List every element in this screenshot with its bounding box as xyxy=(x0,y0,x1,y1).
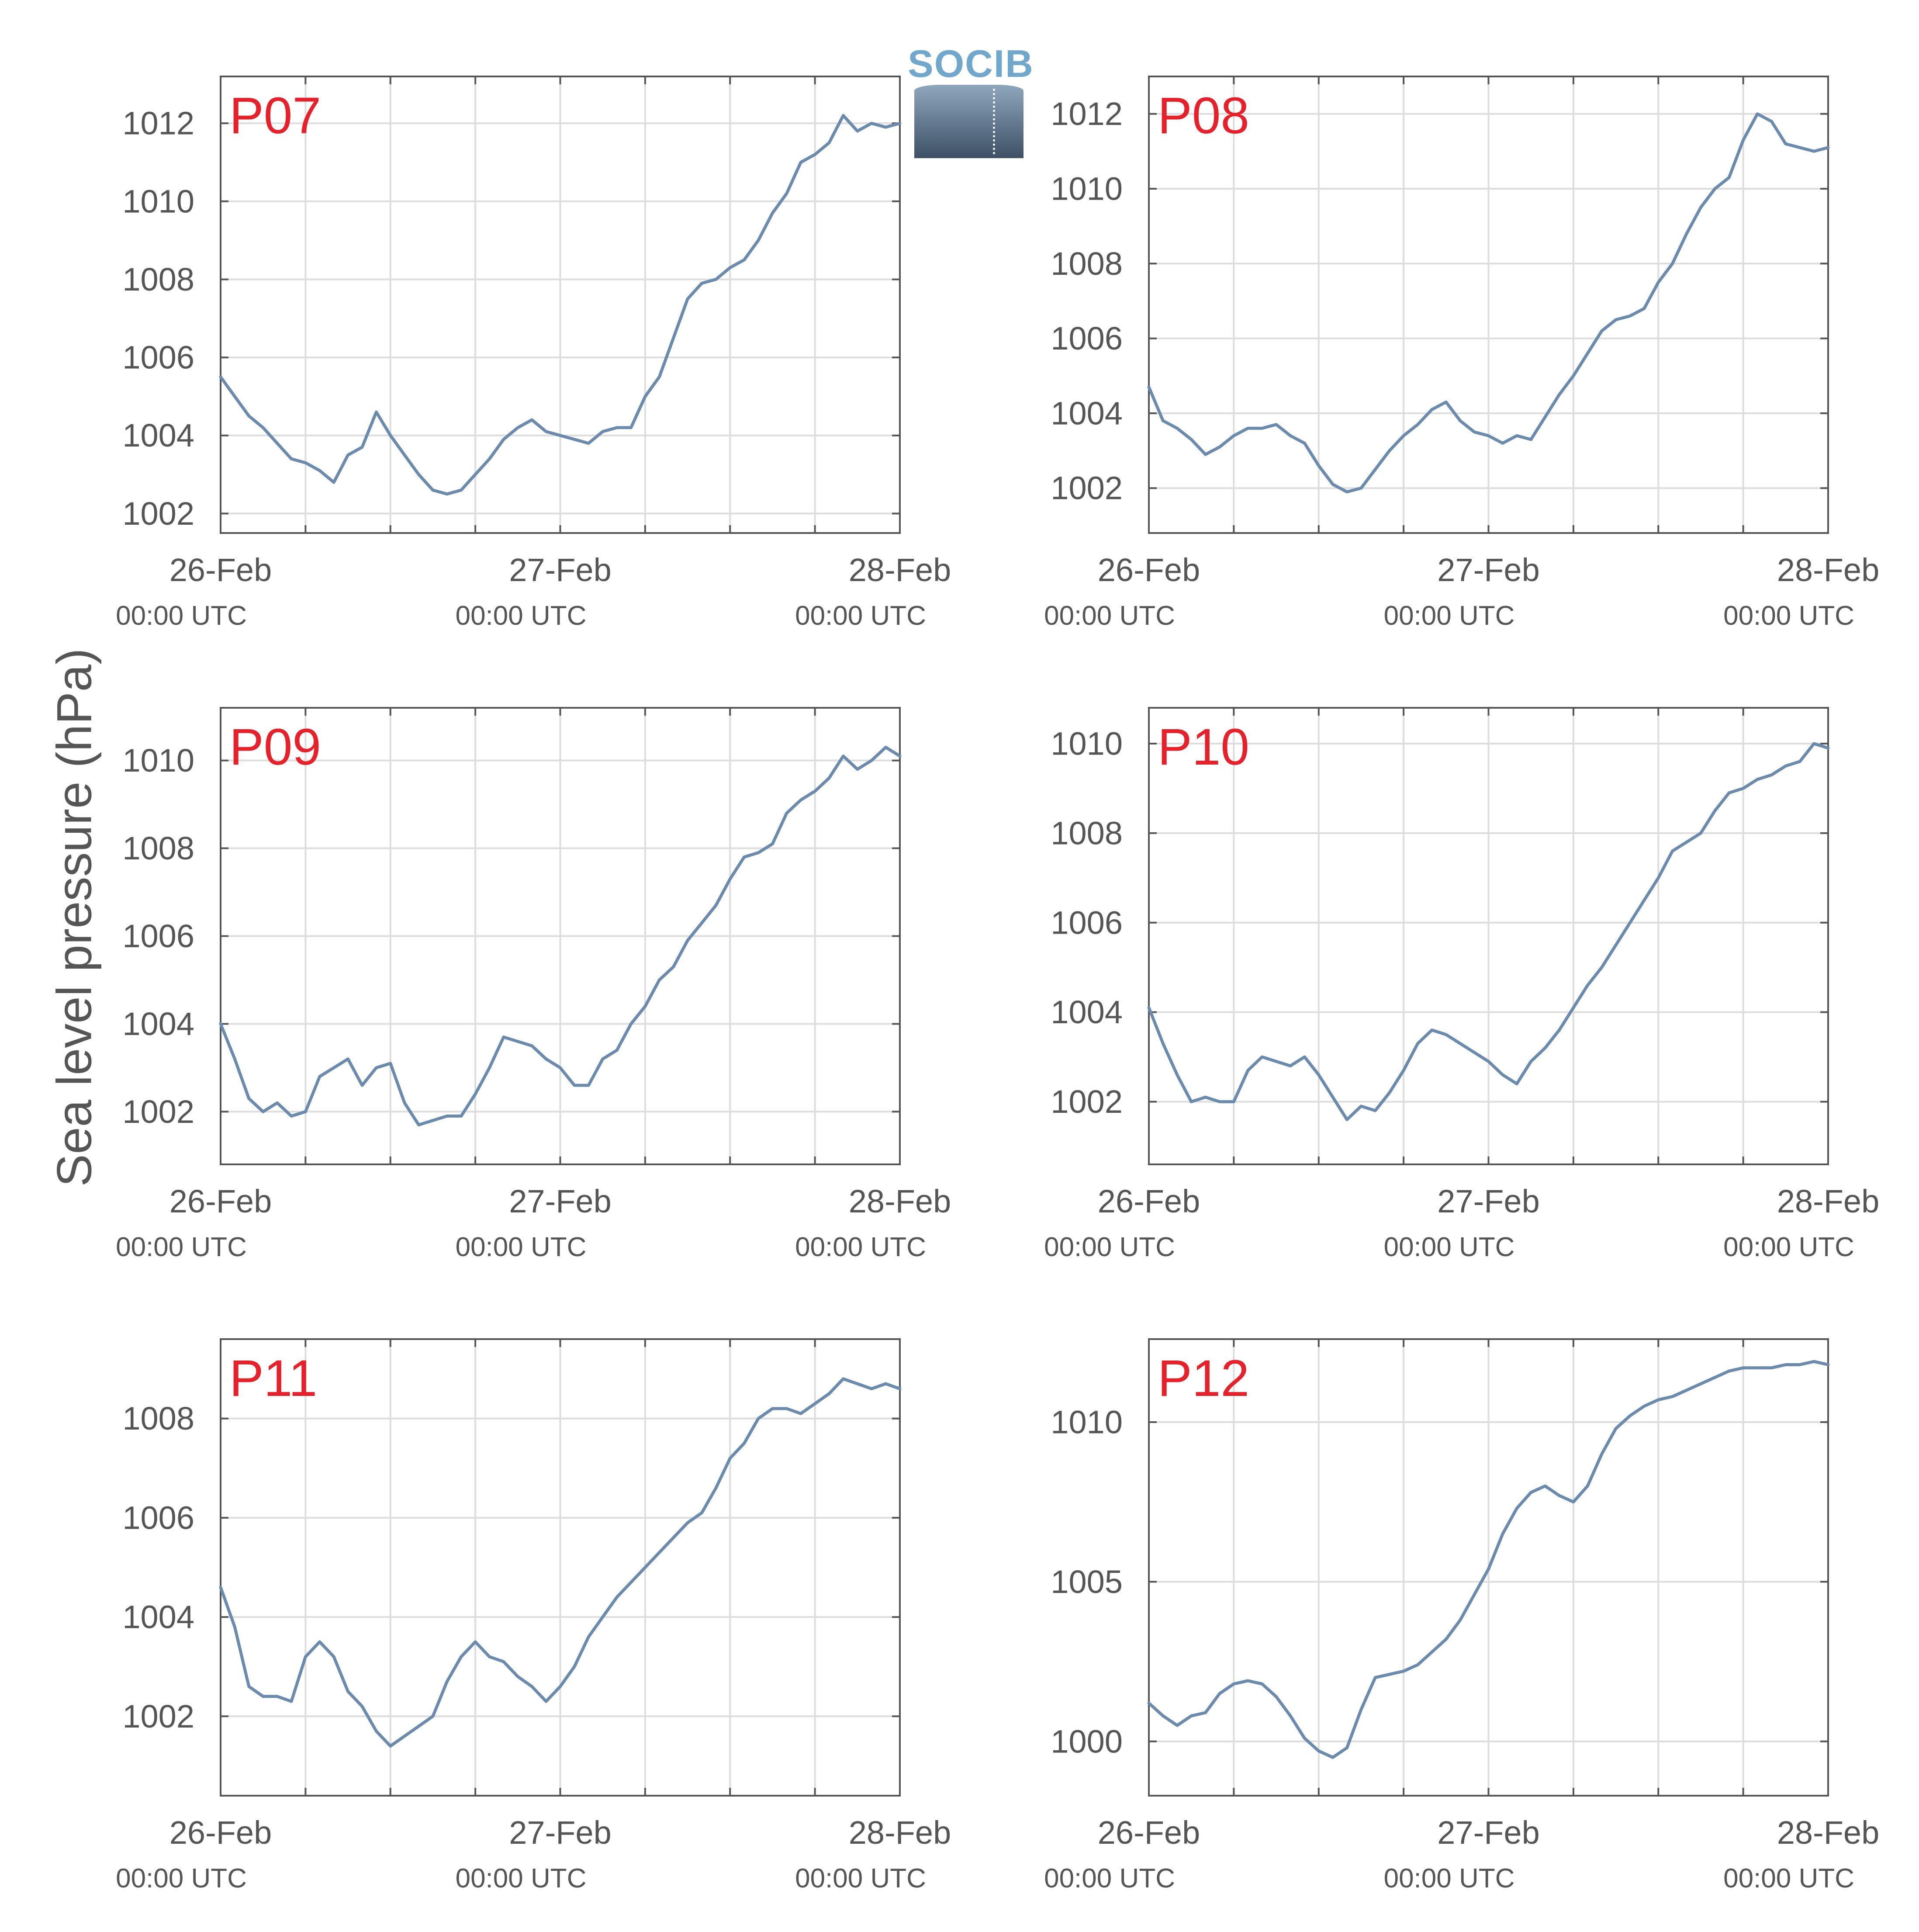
y-tick-label: 1008 xyxy=(122,261,194,298)
y-tick-label: 1004 xyxy=(1051,395,1123,431)
station-label: P10 xyxy=(1158,718,1249,776)
logo-dash xyxy=(993,89,995,154)
x-tick-label-date: 28-Feb xyxy=(849,552,951,588)
y-axis-label: Sea level pressure (hPa) xyxy=(47,648,102,1187)
panel-p11: 1002 1004 1006 1008 P11 26-Feb 00:00 UTC 27-Feb… xyxy=(116,1338,951,1894)
station-label: P09 xyxy=(229,718,321,776)
y-tick-label: 1002 xyxy=(1051,1084,1123,1120)
x-tick-label-date: 26-Feb xyxy=(1098,1814,1200,1851)
panel-p10: 1002 1004 1006 1008 1010 P10 26-Feb 00:00 UTC 27… xyxy=(1044,707,1879,1262)
station-label: P07 xyxy=(229,87,321,145)
x-tick-label-date: 26-Feb xyxy=(1098,1183,1200,1219)
y-tick-label: 1010 xyxy=(122,183,194,219)
station-label: P12 xyxy=(1158,1350,1249,1407)
plot-frame xyxy=(220,1338,901,1797)
panel-p12: 1000 1005 1010 P12 26-Feb 00:00 UTC 27-Feb 00:0… xyxy=(1044,1338,1879,1894)
station-label: P11 xyxy=(229,1350,317,1407)
x-tick-label-date: 26-Feb xyxy=(169,552,272,588)
y-tick-label: 1010 xyxy=(1051,170,1123,207)
y-tick-label: 1008 xyxy=(1051,815,1123,851)
x-tick-label-time: 00:00 UTC xyxy=(1723,1863,1854,1894)
x-tick-label-time: 00:00 UTC xyxy=(456,1232,587,1262)
pressure-series-line xyxy=(1147,742,1830,1121)
logo-text: SOCIB xyxy=(908,42,1034,85)
x-tick-label-time: 00:00 UTC xyxy=(116,1863,247,1894)
panel-p09: 1002 1004 1006 1008 1010 P09 26-Feb 00:00 UTC 27… xyxy=(116,707,951,1262)
station-label: P08 xyxy=(1158,87,1249,145)
panel-p08: 1002 1004 1006 1008 1010 1012 P08 26-Feb 00:00 U… xyxy=(1044,76,1879,631)
x-tick-label-time: 00:00 UTC xyxy=(1384,1232,1515,1262)
y-tick-label: 1010 xyxy=(1051,1404,1123,1440)
x-tick-label-time: 00:00 UTC xyxy=(795,1863,926,1894)
y-tick-label: 1006 xyxy=(122,339,194,376)
x-tick-label-date: 28-Feb xyxy=(1777,552,1879,588)
x-tick-label-date: 27-Feb xyxy=(1437,552,1539,588)
pressure-series-line xyxy=(1147,112,1830,494)
y-axis-label-container: Sea level pressure (hPa) xyxy=(9,524,122,1311)
x-tick-label-time: 00:00 UTC xyxy=(1384,601,1515,631)
x-tick-label-date: 26-Feb xyxy=(1098,552,1200,588)
x-tick-label-time: 00:00 UTC xyxy=(116,1232,247,1262)
y-tick-label: 1002 xyxy=(122,1698,194,1735)
x-tick-label-time: 00:00 UTC xyxy=(456,1863,587,1894)
y-tick-label: 1006 xyxy=(122,918,194,954)
panel-p07: 1002 1004 1006 1008 1010 1012 P07 26-Feb 00:00 U… xyxy=(116,76,951,631)
x-tick-label-date: 28-Feb xyxy=(849,1183,951,1219)
y-tick-label: 1004 xyxy=(1051,994,1123,1030)
socib-logo: SOCIB xyxy=(908,42,1034,161)
y-tick-label: 1006 xyxy=(122,1499,194,1536)
y-tick-label: 1004 xyxy=(122,417,194,454)
pressure-series-line xyxy=(219,114,902,496)
x-tick-label-date: 28-Feb xyxy=(1777,1814,1879,1851)
y-tick-label: 1010 xyxy=(122,742,194,779)
y-tick-label: 1012 xyxy=(122,105,194,142)
plot-frame xyxy=(220,76,901,534)
x-tick-label-date: 27-Feb xyxy=(509,552,611,588)
y-tick-label: 1005 xyxy=(1051,1564,1123,1600)
y-tick-label: 1008 xyxy=(122,830,194,866)
x-tick-label-date: 28-Feb xyxy=(849,1814,951,1851)
x-tick-label-time: 00:00 UTC xyxy=(1384,1863,1515,1894)
y-tick-label: 1008 xyxy=(122,1400,194,1437)
y-tick-label: 1002 xyxy=(1051,470,1123,506)
x-tick-label-time: 00:00 UTC xyxy=(1044,1863,1175,1894)
y-tick-label: 1004 xyxy=(122,1599,194,1635)
y-tick-label: 1010 xyxy=(1051,725,1123,762)
y-tick-label: 1004 xyxy=(122,1006,194,1042)
x-tick-label-time: 00:00 UTC xyxy=(795,601,926,631)
x-tick-label-date: 26-Feb xyxy=(169,1183,272,1219)
logo-block xyxy=(914,85,1023,158)
x-tick-label-date: 27-Feb xyxy=(1437,1814,1539,1851)
plot-frame xyxy=(1148,1338,1829,1797)
y-tick-label: 1000 xyxy=(1051,1723,1123,1759)
y-tick-label: 1008 xyxy=(1051,246,1123,282)
x-tick-label-time: 00:00 UTC xyxy=(1723,1232,1854,1262)
plot-frame xyxy=(220,707,901,1165)
x-tick-label-time: 00:00 UTC xyxy=(1044,1232,1175,1262)
x-tick-label-time: 00:00 UTC xyxy=(116,601,247,631)
pressure-series-line xyxy=(219,1377,902,1748)
plot-frame xyxy=(1148,76,1829,534)
y-tick-label: 1006 xyxy=(1051,320,1123,357)
pressure-series-line xyxy=(1147,1360,1830,1759)
pressure-series-line xyxy=(219,745,902,1127)
x-tick-label-time: 00:00 UTC xyxy=(1044,601,1175,631)
x-tick-label-date: 27-Feb xyxy=(509,1183,611,1219)
y-tick-label: 1002 xyxy=(122,1094,194,1130)
y-tick-label: 1006 xyxy=(1051,904,1123,941)
plot-frame xyxy=(1148,707,1829,1165)
x-tick-label-date: 28-Feb xyxy=(1777,1183,1879,1219)
x-tick-label-time: 00:00 UTC xyxy=(456,601,587,631)
x-tick-label-time: 00:00 UTC xyxy=(795,1232,926,1262)
x-tick-label-date: 26-Feb xyxy=(169,1814,272,1851)
x-tick-label-date: 27-Feb xyxy=(1437,1183,1539,1219)
y-tick-label: 1012 xyxy=(1051,96,1123,132)
x-tick-label-date: 27-Feb xyxy=(509,1814,611,1851)
x-tick-label-time: 00:00 UTC xyxy=(1723,601,1854,631)
y-tick-label: 1002 xyxy=(122,495,194,532)
